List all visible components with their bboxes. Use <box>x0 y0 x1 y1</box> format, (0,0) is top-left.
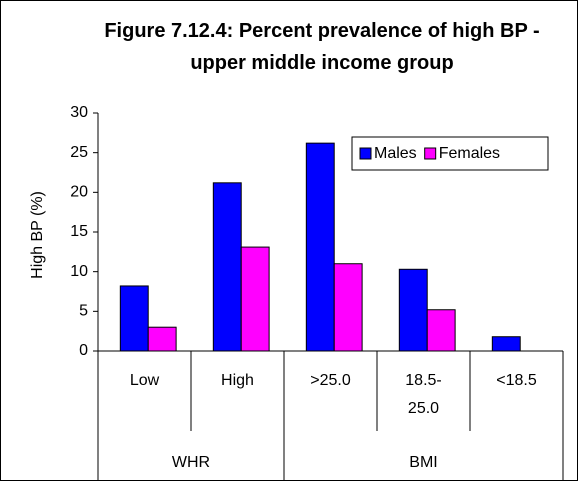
legend-swatch <box>359 147 372 160</box>
bar <box>333 263 363 352</box>
y-tick-label: 20 <box>70 184 88 201</box>
y-tick-label: 30 <box>70 104 88 121</box>
bar <box>240 246 270 352</box>
bar <box>426 309 456 352</box>
x-tick-label: High <box>221 372 254 389</box>
x-tick-label: >25.0 <box>310 372 351 389</box>
group-label: WHR <box>171 454 211 471</box>
chart-title: Figure 7.12.4: Percent prevalence of hig… <box>104 20 540 74</box>
group-label: BMI <box>409 454 438 471</box>
bar <box>398 268 428 352</box>
y-tick-label: 5 <box>79 303 88 320</box>
y-tick-label: 10 <box>70 263 88 280</box>
y-tick-label: 0 <box>79 342 88 359</box>
bar <box>491 336 521 352</box>
legend-box <box>351 136 549 171</box>
bar <box>212 182 242 352</box>
legend-label: Females <box>439 145 500 162</box>
bar <box>147 326 177 352</box>
legend-label: Males <box>374 145 417 162</box>
x-tick-label: Low <box>129 372 160 389</box>
y-tick-label: 15 <box>70 223 88 240</box>
bar <box>119 285 149 352</box>
legend-swatch <box>424 147 437 160</box>
y-tick-label: 25 <box>70 144 88 161</box>
bar <box>305 142 335 352</box>
y-axis-label: High BP (%) <box>29 191 46 279</box>
x-tick-label: <18.5 <box>496 372 537 389</box>
x-tick-label: 18.5-25.0 <box>405 372 442 417</box>
